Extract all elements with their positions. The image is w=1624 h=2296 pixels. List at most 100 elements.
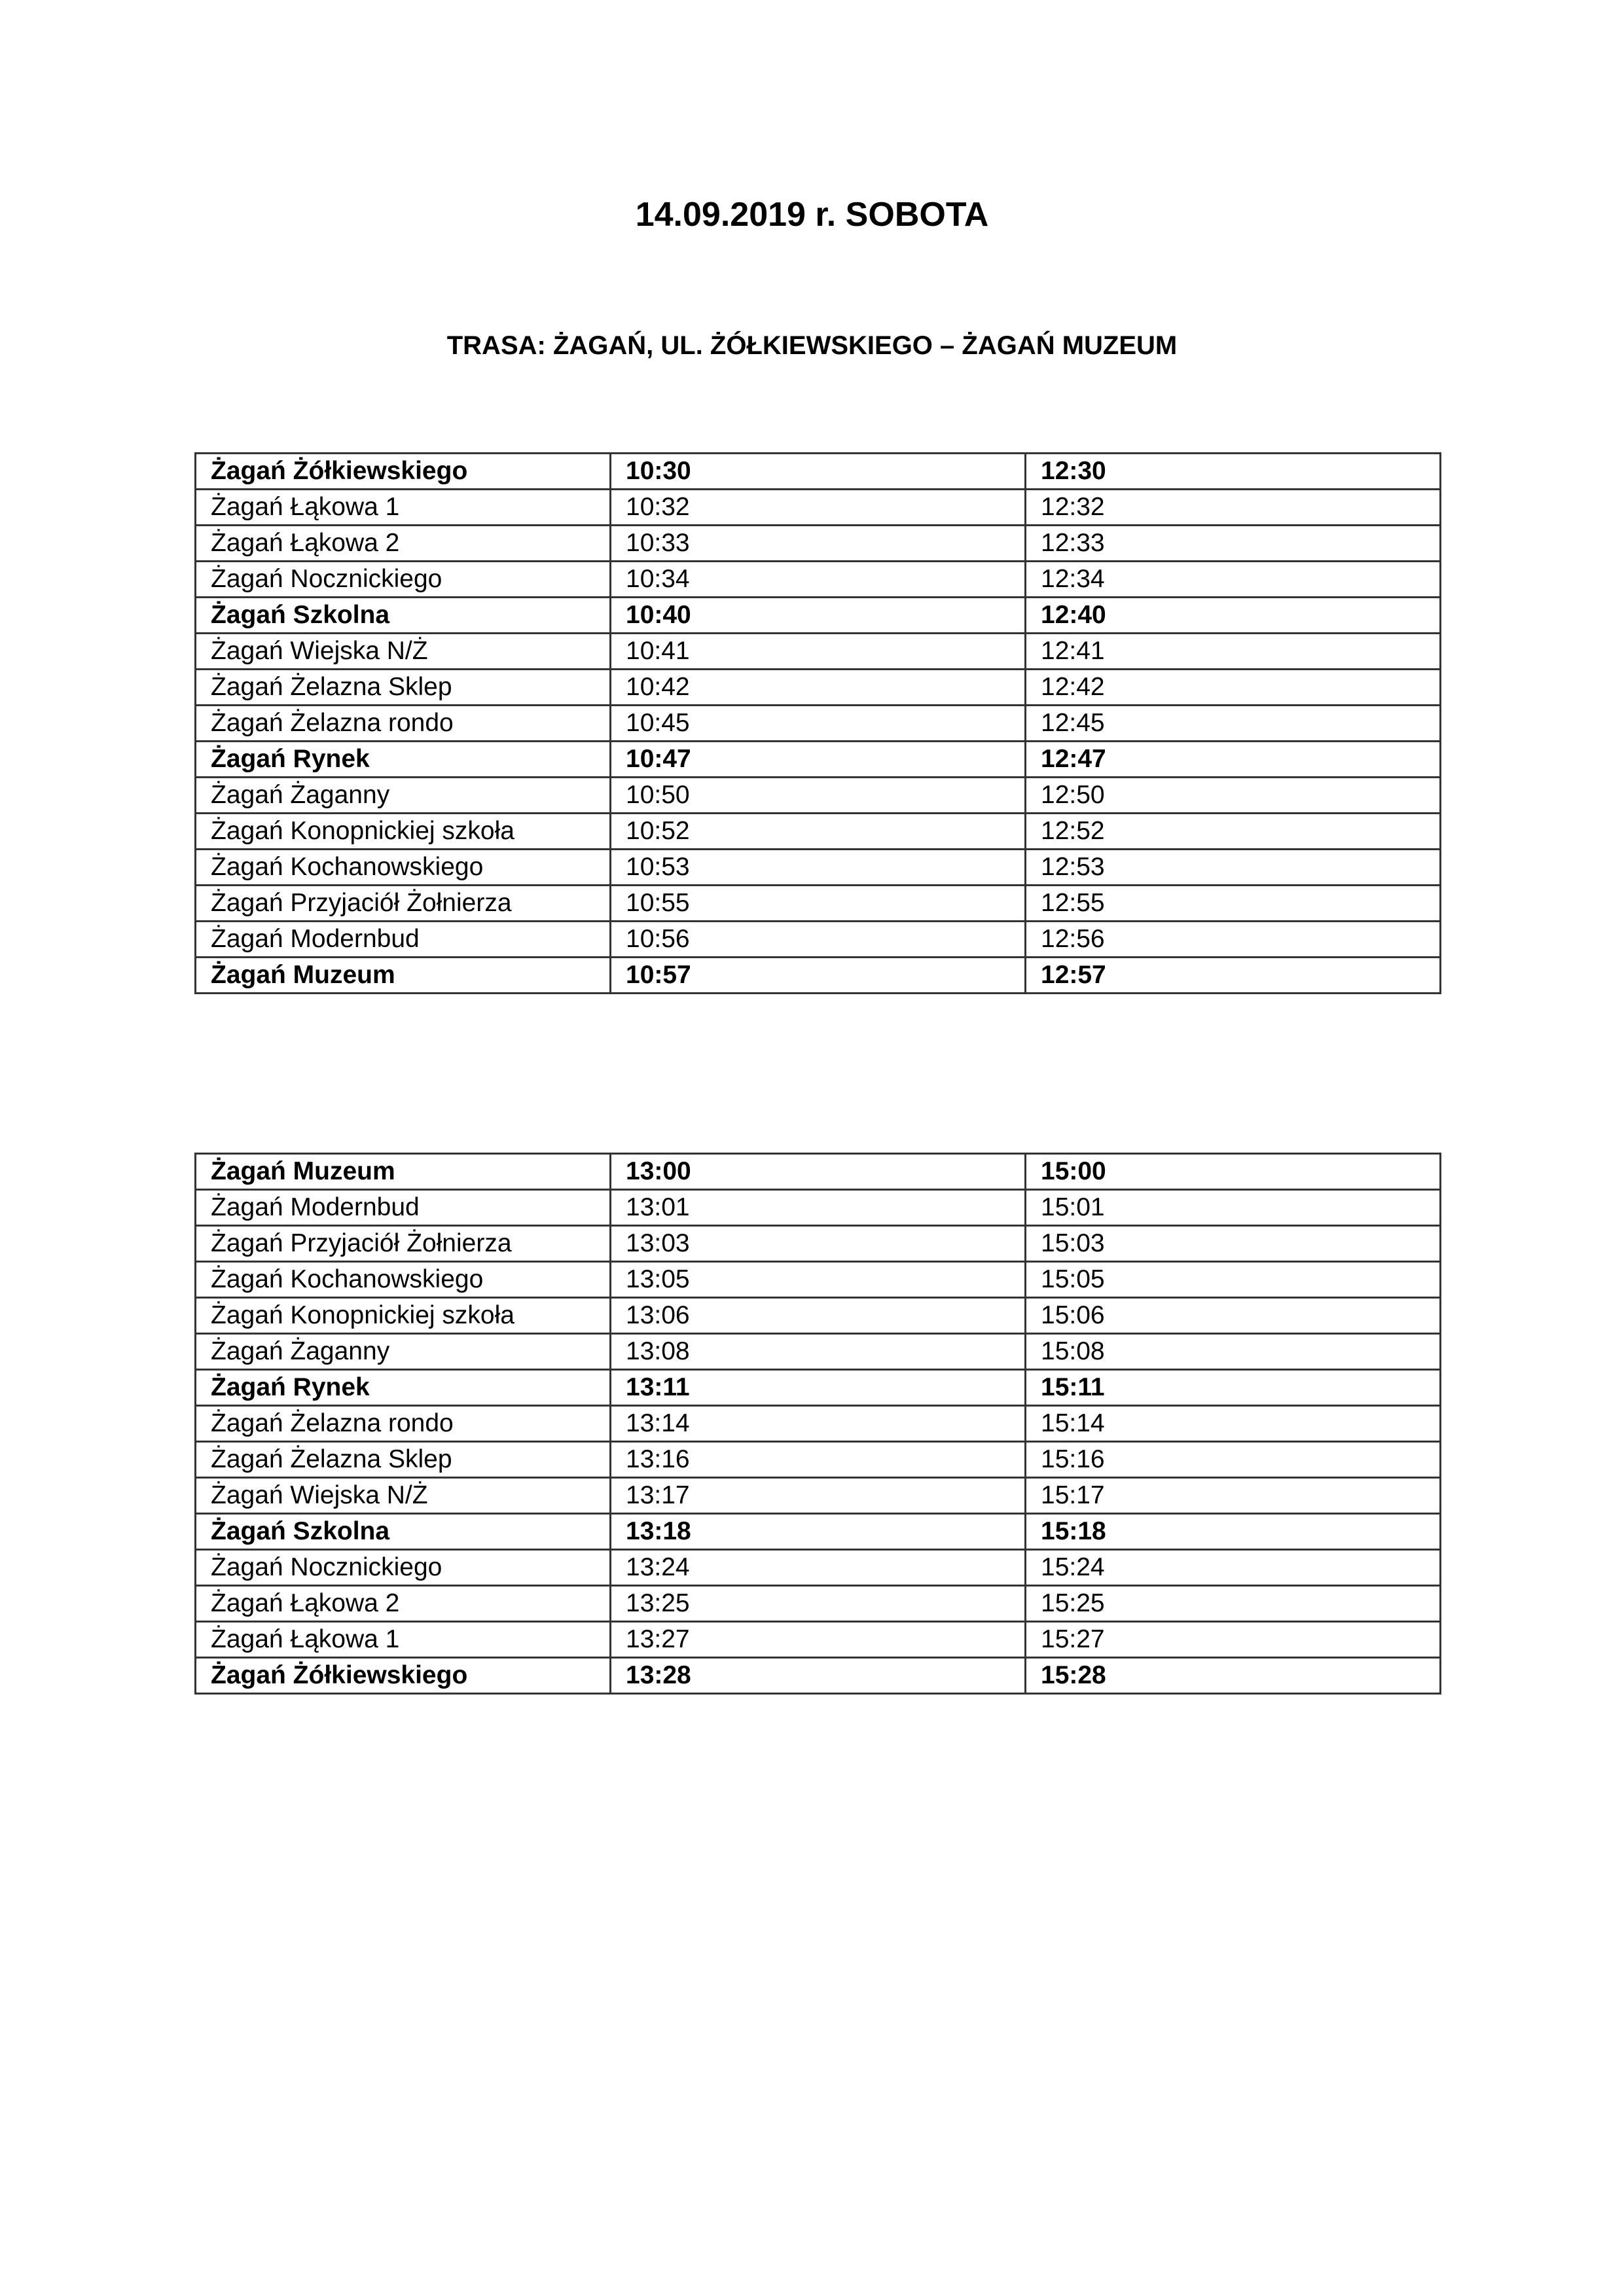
stop-name-cell: Żagań Rynek [194, 1369, 611, 1407]
departure-time-cell: 12:57 [1024, 956, 1441, 994]
table-row: Żagań Łąkowa 2 10:33 12:33 [194, 524, 1441, 562]
departure-time-cell: 12:41 [1024, 632, 1441, 670]
stop-name-cell: Żagań Modernbud [194, 920, 611, 958]
table-row: Żagań Przyjaciół Żołnierza 10:55 12:55 [194, 884, 1441, 922]
departure-time-cell: 12:52 [1024, 812, 1441, 850]
stop-name-cell: Żagań Nocznickiego [194, 1549, 611, 1587]
stop-name-cell: Żagań Nocznickiego [194, 560, 611, 598]
table-row: Żagań Żelazna rondo 13:14 15:14 [194, 1405, 1441, 1443]
stop-name-cell: Żagań Rynek [194, 740, 611, 778]
stop-name-cell: Żagań Łąkowa 1 [194, 488, 611, 526]
table-row: Żagań Łąkowa 1 10:32 12:32 [194, 488, 1441, 526]
stop-name-cell: Żagań Konopnickiej szkoła [194, 812, 611, 850]
table-row: Żagań Żółkiewskiego 13:28 15:28 [194, 1657, 1441, 1695]
departure-time-cell: 13:00 [609, 1153, 1026, 1191]
departure-time-cell: 15:11 [1024, 1369, 1441, 1407]
departure-time-cell: 10:34 [609, 560, 1026, 598]
route-subtitle: TRASA: ŻAGAŃ, UL. ŻÓŁKIEWSKIEGO – ŻAGAŃ … [446, 331, 1178, 360]
table-row: Żagań Modernbud 13:01 15:01 [194, 1189, 1441, 1227]
table-row: Żagań Żelazna Sklep 10:42 12:42 [194, 668, 1441, 706]
table-row: Żagań Żaganny 13:08 15:08 [194, 1333, 1441, 1371]
departure-time-cell: 15:08 [1024, 1333, 1441, 1371]
departure-time-cell: 13:03 [609, 1225, 1026, 1263]
table-row: Żagań Konopnickiej szkoła 10:52 12:52 [194, 812, 1441, 850]
departure-time-cell: 15:18 [1024, 1513, 1441, 1551]
departure-time-cell: 12:53 [1024, 848, 1441, 886]
departure-time-cell: 10:41 [609, 632, 1026, 670]
departure-time-cell: 13:17 [609, 1477, 1026, 1515]
departure-time-cell: 10:45 [609, 704, 1026, 742]
stop-name-cell: Żagań Szkolna [194, 1513, 611, 1551]
stop-name-cell: Żagań Żelazna rondo [194, 1405, 611, 1443]
table-row: Żagań Szkolna 13:18 15:18 [194, 1513, 1441, 1551]
stop-name-cell: Żagań Konopnickiej szkoła [194, 1297, 611, 1335]
stop-name-cell: Żagań Żelazna Sklep [194, 1441, 611, 1479]
departure-time-cell: 13:28 [609, 1657, 1026, 1695]
table-row: Żagań Konopnickiej szkoła 13:06 15:06 [194, 1297, 1441, 1335]
table-row: Żagań Rynek 13:11 15:11 [194, 1369, 1441, 1407]
departure-time-cell: 13:14 [609, 1405, 1026, 1443]
departure-time-cell: 10:30 [609, 452, 1026, 490]
table-row: Żagań Żółkiewskiego 10:30 12:30 [194, 452, 1441, 490]
departure-time-cell: 10:42 [609, 668, 1026, 706]
departure-time-cell: 15:28 [1024, 1657, 1441, 1695]
departure-time-cell: 13:06 [609, 1297, 1026, 1335]
table-row: Żagań Rynek 10:47 12:47 [194, 740, 1441, 778]
departure-time-cell: 15:01 [1024, 1189, 1441, 1227]
departure-time-cell: 12:50 [1024, 776, 1441, 814]
table-row: Żagań Muzeum 13:00 15:00 [194, 1153, 1441, 1191]
departure-time-cell: 15:06 [1024, 1297, 1441, 1335]
departure-time-cell: 13:08 [609, 1333, 1026, 1371]
table-row: Żagań Łąkowa 2 13:25 15:25 [194, 1585, 1441, 1623]
departure-time-cell: 12:56 [1024, 920, 1441, 958]
stop-name-cell: Żagań Przyjaciół Żołnierza [194, 1225, 611, 1263]
table-row: Żagań Nocznickiego 13:24 15:24 [194, 1549, 1441, 1587]
stop-name-cell: Żagań Łąkowa 2 [194, 1585, 611, 1623]
departure-time-cell: 12:40 [1024, 596, 1441, 634]
table-row: Żagań Wiejska N/Ż 13:17 15:17 [194, 1477, 1441, 1515]
departure-time-cell: 13:27 [609, 1621, 1026, 1659]
departure-time-cell: 15:03 [1024, 1225, 1441, 1263]
departure-time-cell: 12:45 [1024, 704, 1441, 742]
departure-time-cell: 12:30 [1024, 452, 1441, 490]
departure-time-cell: 10:50 [609, 776, 1026, 814]
departure-time-cell: 10:55 [609, 884, 1026, 922]
table-row: Żagań Przyjaciół Żołnierza 13:03 15:03 [194, 1225, 1441, 1263]
stop-name-cell: Żagań Kochanowskiego [194, 848, 611, 886]
departure-time-cell: 10:53 [609, 848, 1026, 886]
departure-time-cell: 12:32 [1024, 488, 1441, 526]
departure-time-cell: 10:57 [609, 956, 1026, 994]
departure-time-cell: 15:25 [1024, 1585, 1441, 1623]
stop-name-cell: Żagań Żółkiewskiego [194, 452, 611, 490]
departure-time-cell: 15:27 [1024, 1621, 1441, 1659]
table-row: Żagań Wiejska N/Ż 10:41 12:41 [194, 632, 1441, 670]
table-row: Żagań Łąkowa 1 13:27 15:27 [194, 1621, 1441, 1659]
timetable-outbound: Żagań Żółkiewskiego 10:30 12:30 Żagań Łąkow… [194, 452, 1441, 994]
departure-time-cell: 13:25 [609, 1585, 1026, 1623]
stop-name-cell: Żagań Modernbud [194, 1189, 611, 1227]
table-row: Żagań Szkolna 10:40 12:40 [194, 596, 1441, 634]
departure-time-cell: 15:17 [1024, 1477, 1441, 1515]
departure-time-cell: 12:55 [1024, 884, 1441, 922]
table-row: Żagań Kochanowskiego 10:53 12:53 [194, 848, 1441, 886]
table-row: Żagań Żelazna Sklep 13:16 15:16 [194, 1441, 1441, 1479]
departure-time-cell: 15:05 [1024, 1261, 1441, 1299]
table-row: Żagań Muzeum 10:57 12:57 [194, 956, 1441, 994]
page-title: 14.09.2019 r. SOBOTA [635, 196, 989, 234]
departure-time-cell: 13:24 [609, 1549, 1026, 1587]
departure-time-cell: 13:16 [609, 1441, 1026, 1479]
departure-time-cell: 12:42 [1024, 668, 1441, 706]
table-row: Żagań Modernbud 10:56 12:56 [194, 920, 1441, 958]
stop-name-cell: Żagań Żelazna Sklep [194, 668, 611, 706]
table-row: Żagań Żelazna rondo 10:45 12:45 [194, 704, 1441, 742]
departure-time-cell: 10:40 [609, 596, 1026, 634]
departure-time-cell: 13:11 [609, 1369, 1026, 1407]
departure-time-cell: 13:18 [609, 1513, 1026, 1551]
stop-name-cell: Żagań Muzeum [194, 1153, 611, 1191]
timetable-return: Żagań Muzeum 13:00 15:00 Żagań Modernbud 13:… [194, 1153, 1441, 1695]
stop-name-cell: Żagań Muzeum [194, 956, 611, 994]
stop-name-cell: Żagań Łąkowa 1 [194, 1621, 611, 1659]
departure-time-cell: 15:16 [1024, 1441, 1441, 1479]
stop-name-cell: Żagań Kochanowskiego [194, 1261, 611, 1299]
stop-name-cell: Żagań Żaganny [194, 776, 611, 814]
